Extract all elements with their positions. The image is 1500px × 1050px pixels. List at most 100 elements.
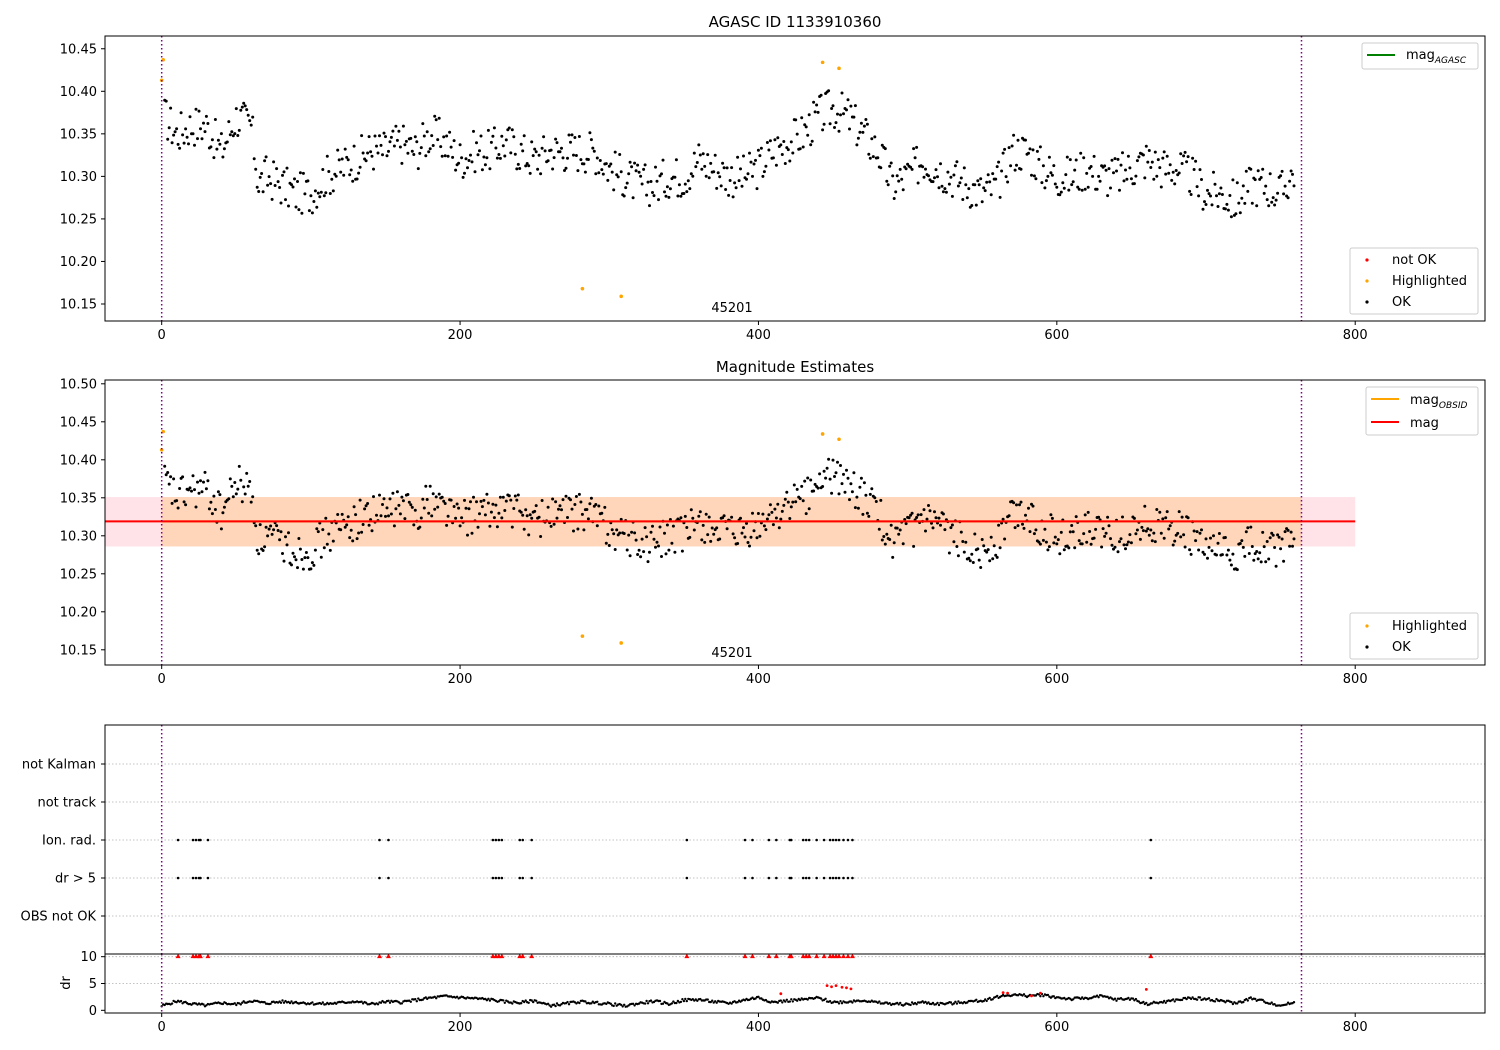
- data-point: [1012, 133, 1016, 137]
- data-point: [898, 167, 902, 171]
- data-point: [1001, 517, 1005, 521]
- data-point: [742, 526, 745, 530]
- data-point: [1119, 537, 1123, 541]
- data-point: [364, 159, 368, 163]
- data-point: [836, 112, 839, 116]
- flag-point: [176, 838, 180, 842]
- flag-point: [775, 876, 778, 880]
- data-point: [807, 113, 811, 117]
- data-point: [387, 514, 390, 518]
- data-point: [1274, 198, 1278, 202]
- data-point: [998, 195, 1002, 199]
- dr-point: [840, 1002, 844, 1005]
- data-point: [187, 142, 190, 146]
- data-point: [222, 147, 226, 151]
- data-point: [974, 203, 978, 207]
- data-point: [1129, 541, 1133, 545]
- data-point: [379, 514, 383, 518]
- data-point: [576, 527, 580, 531]
- dr-point: [417, 997, 420, 1000]
- data-point: [460, 156, 464, 160]
- data-point: [916, 513, 920, 517]
- data-point: [1071, 530, 1075, 534]
- dr-point: [511, 1002, 514, 1005]
- data-point: [236, 487, 240, 491]
- data-point: [172, 477, 176, 481]
- data-point: [361, 523, 365, 526]
- data-point: [1046, 548, 1050, 552]
- data-point: [928, 509, 932, 513]
- data-point: [167, 126, 171, 130]
- data-point: [1050, 173, 1054, 177]
- data-point: [537, 515, 541, 519]
- data-point: [955, 160, 959, 164]
- flag-point: [767, 838, 771, 842]
- data-point: [1209, 194, 1212, 198]
- data-point: [1030, 173, 1033, 177]
- data-point: [904, 522, 908, 526]
- data-point: [691, 516, 695, 520]
- flag-point: [194, 838, 198, 842]
- data-point: [818, 472, 822, 476]
- data-point: [837, 492, 841, 496]
- data-point: [1252, 558, 1256, 562]
- data-point: [1116, 157, 1120, 161]
- data-point: [528, 513, 532, 517]
- data-point: [931, 180, 935, 184]
- flag-point: [789, 876, 793, 880]
- data-point: [381, 503, 384, 506]
- flag-point: [751, 838, 754, 842]
- data-point: [519, 142, 523, 146]
- data-point: [384, 135, 387, 139]
- data-point: [600, 168, 604, 172]
- data-point: [466, 533, 469, 537]
- data-point: [1176, 531, 1180, 535]
- data-point: [615, 528, 619, 532]
- flag-point: [828, 876, 832, 880]
- data-point: [1041, 538, 1045, 542]
- data-point: [909, 165, 913, 169]
- data-point: [173, 130, 177, 134]
- data-point: [1207, 545, 1211, 549]
- data-point: [315, 527, 319, 531]
- dr-point: [567, 1003, 571, 1006]
- data-point: [1185, 160, 1189, 164]
- data-point: [1149, 528, 1153, 532]
- data-point: [1289, 530, 1293, 534]
- data-point: [931, 526, 935, 530]
- data-point: [1179, 535, 1183, 539]
- data-point: [454, 516, 458, 520]
- data-point: [352, 144, 356, 148]
- data-point: [1283, 184, 1287, 188]
- data-point: [285, 166, 289, 170]
- data-point: [840, 482, 844, 486]
- flag-point: [497, 838, 501, 842]
- data-point: [955, 545, 959, 548]
- data-point: [1244, 530, 1248, 534]
- data-point: [651, 524, 654, 528]
- data-point: [1164, 516, 1168, 520]
- data-point: [870, 487, 874, 491]
- data-point: [834, 471, 838, 475]
- data-point: [355, 537, 359, 541]
- data-point: [498, 156, 502, 160]
- data-point: [883, 147, 887, 151]
- highlighted-point: [159, 448, 164, 452]
- dr-point: [523, 1000, 526, 1004]
- data-point: [1001, 151, 1005, 155]
- data-point: [1125, 543, 1129, 547]
- data-point: [1161, 156, 1165, 160]
- data-point: [1147, 149, 1151, 152]
- dr-point: [424, 996, 427, 999]
- data-point: [658, 525, 662, 529]
- dr-point: [546, 1002, 550, 1005]
- data-point: [1044, 540, 1048, 544]
- svg-text:magAGASC: magAGASC: [1406, 48, 1467, 66]
- dr-point: [1161, 1001, 1165, 1004]
- data-point: [780, 509, 784, 513]
- data-point: [497, 153, 501, 156]
- dr-point: [1285, 1003, 1288, 1006]
- data-point: [630, 165, 634, 169]
- data-point: [819, 93, 823, 97]
- flag-point: [804, 876, 808, 880]
